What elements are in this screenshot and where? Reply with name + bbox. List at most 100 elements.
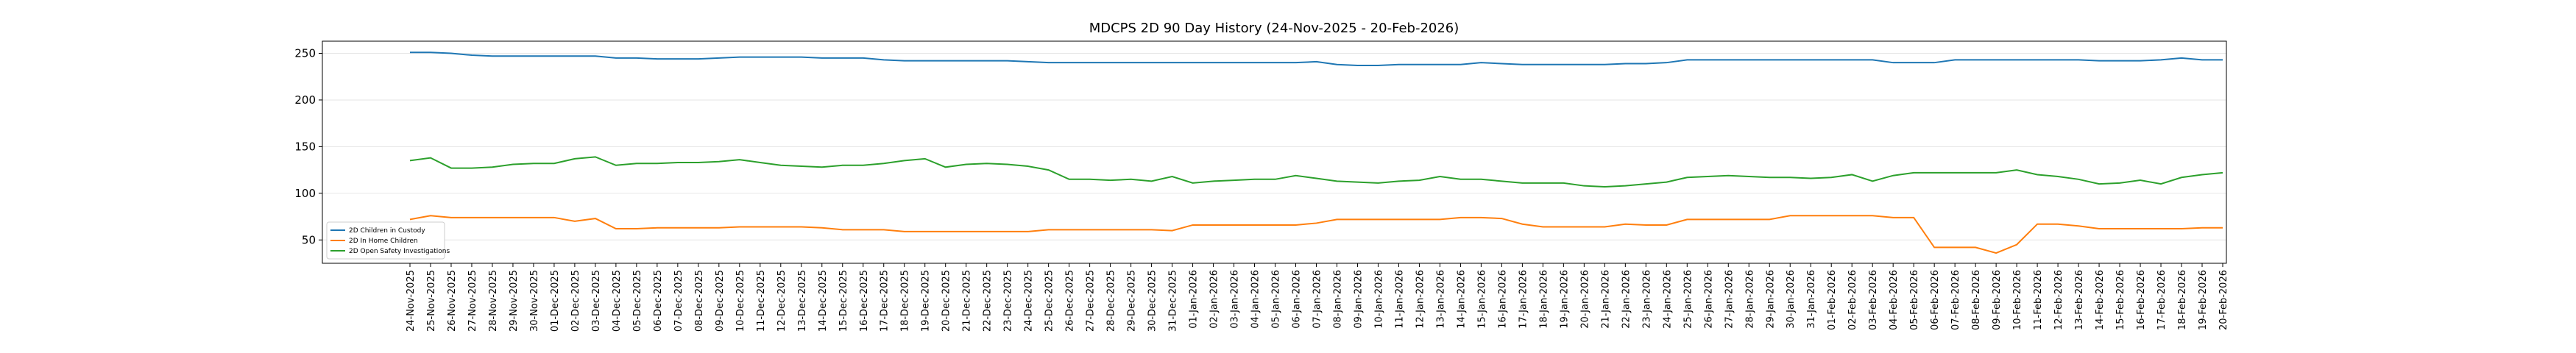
x-tick-label: 28-Nov-2025 [488, 270, 499, 332]
x-tick-label: 17-Jan-2026 [1518, 270, 1529, 329]
x-tick-label: 30-Jan-2026 [1786, 270, 1797, 329]
x-tick-label: 26-Nov-2025 [447, 270, 458, 332]
x-tick-label: 06-Dec-2025 [653, 270, 664, 332]
x-tick-label: 23-Dec-2025 [1003, 270, 1014, 332]
x-tick-label: 15-Feb-2026 [2115, 270, 2126, 330]
x-tick-label: 04-Jan-2026 [1250, 270, 1262, 329]
x-tick-label: 29-Dec-2025 [1127, 270, 1138, 332]
x-tick-label: 09-Jan-2026 [1353, 270, 1364, 329]
chart-title: MDCPS 2D 90 Day History (24-Nov-2025 - 2… [1089, 21, 1459, 36]
x-tick-label: 14-Jan-2026 [1456, 270, 1467, 329]
x-tick-label: 13-Feb-2026 [2074, 270, 2085, 330]
x-tick-label: 05-Dec-2025 [632, 270, 643, 332]
x-tick-label: 18-Feb-2026 [2177, 270, 2188, 330]
x-tick-label: 29-Nov-2025 [509, 270, 520, 332]
data-line [410, 51, 2223, 66]
x-tick-label: 06-Feb-2026 [1930, 270, 1941, 330]
x-tick-label: 11-Jan-2026 [1394, 270, 1405, 329]
x-tick-label: 24-Jan-2026 [1662, 270, 1673, 329]
x-tick-label: 10-Jan-2026 [1373, 270, 1384, 329]
data-line [409, 215, 2223, 254]
x-tick-label: 08-Jan-2026 [1332, 270, 1343, 329]
x-tick-label: 19-Dec-2025 [921, 270, 932, 332]
x-tick-label: 17-Dec-2025 [880, 270, 891, 332]
x-tick-label: 12-Dec-2025 [776, 270, 788, 332]
x-tick-label: 09-Feb-2026 [1992, 270, 2003, 330]
x-tick-label: 25-Nov-2025 [426, 270, 437, 332]
x-tick-label: 01-Jan-2026 [1189, 270, 1200, 329]
x-tick-label: 10-Dec-2025 [735, 270, 746, 332]
x-tick-label: 23-Jan-2026 [1641, 270, 1652, 329]
x-tick-label: 31-Jan-2026 [1806, 270, 1817, 329]
x-tick-label: 30-Nov-2025 [529, 270, 540, 332]
y-tick-label: 50 [302, 233, 316, 246]
x-tick-label: 27-Dec-2025 [1086, 270, 1097, 332]
x-tick-label: 19-Jan-2026 [1559, 270, 1570, 329]
data-line [409, 156, 2223, 188]
y-tick-label: 100 [294, 187, 316, 200]
x-tick-label: 05-Jan-2026 [1271, 270, 1282, 329]
x-tick-label: 05-Feb-2026 [1909, 270, 1920, 330]
x-tick-label: 20-Dec-2025 [941, 270, 952, 332]
x-tick-label: 06-Jan-2026 [1292, 270, 1303, 329]
x-tick-label: 14-Feb-2026 [2095, 270, 2106, 330]
x-tick-label: 24-Nov-2025 [406, 270, 417, 332]
legend-label: 2D Children in Custody [349, 227, 425, 235]
x-tick-label: 19-Feb-2026 [2198, 270, 2209, 330]
x-tick-label: 03-Feb-2026 [1868, 270, 1879, 330]
x-tick-label: 28-Jan-2026 [1744, 270, 1755, 329]
x-tick-label: 02-Feb-2026 [1847, 270, 1858, 330]
x-tick-label: 21-Dec-2025 [962, 270, 973, 332]
y-tick-label: 150 [294, 140, 316, 153]
x-tick-label: 08-Feb-2026 [1971, 270, 1982, 330]
x-tick-label: 30-Dec-2025 [1147, 270, 1158, 332]
x-tick-label: 11-Feb-2026 [2033, 270, 2044, 330]
x-tick-label: 15-Dec-2025 [838, 270, 849, 332]
x-tick-label: 18-Dec-2025 [900, 270, 911, 332]
x-tick-label: 27-Jan-2026 [1724, 270, 1735, 329]
x-tick-label: 10-Feb-2026 [2012, 270, 2023, 330]
plot-area [322, 51, 2226, 254]
legend-box [326, 221, 445, 260]
x-tick-label: 07-Feb-2026 [1950, 270, 1961, 330]
x-tick-label: 18-Jan-2026 [1538, 270, 1549, 329]
x-tick-label: 16-Dec-2025 [859, 270, 870, 332]
legend-label: 2D Open Safety Investigations [349, 248, 450, 255]
y-tick-label: 200 [294, 93, 316, 107]
x-tick-label: 07-Dec-2025 [673, 270, 684, 332]
x-tick-label: 03-Jan-2026 [1230, 270, 1241, 329]
x-tick-label: 17-Feb-2026 [2156, 270, 2168, 330]
x-tick-label: 07-Jan-2026 [1312, 270, 1323, 329]
x-tick-label: 22-Dec-2025 [983, 270, 994, 332]
x-tick-label: 25-Dec-2025 [1044, 270, 1055, 332]
x-tick-label: 01-Feb-2026 [1827, 270, 1838, 330]
y-tick-label: 250 [294, 46, 316, 60]
x-tick-label: 13-Dec-2025 [797, 270, 808, 332]
x-tick-label: 13-Jan-2026 [1435, 270, 1446, 329]
x-tick-label: 21-Jan-2026 [1600, 270, 1611, 329]
x-tick-label: 29-Jan-2026 [1765, 270, 1776, 329]
x-tick-label: 02-Dec-2025 [570, 270, 581, 332]
x-tick-label: 04-Feb-2026 [1889, 270, 1900, 330]
x-tick-label: 03-Dec-2025 [591, 270, 602, 332]
axes-frame [322, 40, 2227, 264]
x-tick-label: 26-Jan-2026 [1703, 270, 1714, 329]
x-tick-label: 04-Dec-2025 [612, 270, 623, 332]
x-tick-label: 31-Dec-2025 [1168, 270, 1179, 332]
x-tick-label: 09-Dec-2025 [715, 270, 726, 332]
x-tick-label: 20-Feb-2026 [2218, 270, 2229, 330]
legend-label: 2D In Home Children [349, 238, 418, 245]
x-tick-label: 11-Dec-2025 [756, 270, 767, 332]
x-tick-label: 12-Feb-2026 [2053, 270, 2064, 330]
x-tick-label: 27-Nov-2025 [467, 270, 478, 332]
x-tick-label: 28-Dec-2025 [1106, 270, 1117, 332]
x-tick-label: 02-Jan-2026 [1209, 270, 1220, 329]
x-tick-label: 20-Jan-2026 [1579, 270, 1590, 329]
x-tick-label: 15-Jan-2026 [1476, 270, 1487, 329]
x-tick-label: 16-Jan-2026 [1497, 270, 1508, 329]
x-tick-label: 01-Dec-2025 [550, 270, 561, 332]
x-tick-label: 12-Jan-2026 [1415, 270, 1426, 329]
x-tick-label: 26-Dec-2025 [1065, 270, 1076, 332]
x-tick-label: 24-Dec-2025 [1024, 270, 1035, 332]
